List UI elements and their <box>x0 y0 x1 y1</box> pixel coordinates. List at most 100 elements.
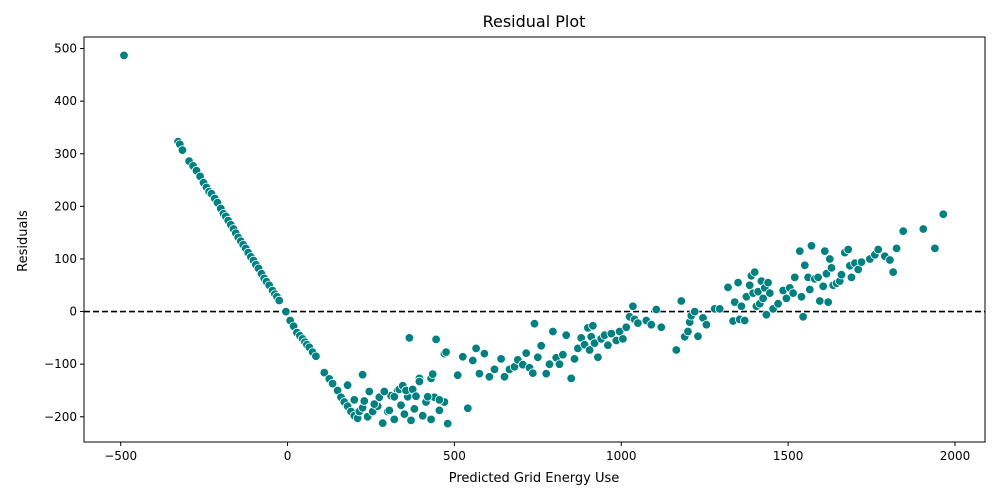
x-tick-label: 2000 <box>940 449 971 463</box>
data-point <box>788 288 798 298</box>
data-point <box>426 414 436 425</box>
data-point <box>836 270 847 280</box>
data-point <box>740 315 750 326</box>
data-point <box>489 364 500 375</box>
data-point <box>521 348 531 358</box>
data-point <box>806 241 817 251</box>
data-point <box>431 334 441 345</box>
data-point <box>750 267 760 277</box>
x-tick-label: 1500 <box>773 449 804 463</box>
x-tick-label: 500 <box>443 449 466 463</box>
data-point <box>441 347 451 357</box>
data-point <box>820 246 830 256</box>
data-point <box>342 380 353 390</box>
data-point <box>856 257 867 267</box>
data-point <box>434 395 445 405</box>
data-point <box>723 282 733 293</box>
data-point <box>411 391 421 401</box>
data-point <box>651 304 662 315</box>
data-point <box>474 368 485 379</box>
data-point <box>357 370 368 380</box>
data-point <box>369 399 380 409</box>
x-axis-title: Predicted Grid Energy Use <box>449 471 620 486</box>
data-point <box>701 320 712 330</box>
data-point <box>311 351 321 362</box>
data-point <box>888 267 898 277</box>
data-point <box>938 209 949 220</box>
data-point <box>790 272 800 283</box>
data-point <box>119 50 129 61</box>
data-point <box>384 405 395 416</box>
data-point <box>603 340 613 350</box>
data-point <box>544 359 555 369</box>
data-point <box>404 333 415 343</box>
y-axis-ticks: −200 −100 0 100 200 300 400 500 <box>44 42 84 424</box>
data-point <box>593 352 603 363</box>
data-point <box>484 372 495 382</box>
data-point <box>930 243 940 254</box>
data-point <box>873 244 883 255</box>
x-tick-label: 1000 <box>606 449 637 463</box>
data-point <box>389 392 400 402</box>
data-point <box>561 330 571 340</box>
y-axis-title: Residuals <box>16 210 31 272</box>
data-point <box>399 409 410 419</box>
data-point <box>428 369 438 379</box>
data-point <box>423 392 433 402</box>
data-point <box>406 415 416 426</box>
plot-area <box>83 36 986 443</box>
data-point <box>536 341 546 351</box>
data-point <box>443 418 453 429</box>
data-point <box>479 348 490 359</box>
data-point <box>846 272 857 283</box>
y-tick-label: 400 <box>54 94 77 108</box>
data-point <box>765 288 775 298</box>
data-point <box>618 334 628 344</box>
data-point <box>885 255 895 265</box>
data-point <box>676 296 687 306</box>
data-point <box>463 403 473 414</box>
chart-title: Residual Plot <box>483 12 586 31</box>
data-point <box>364 386 375 397</box>
x-tick-label: −500 <box>104 449 137 463</box>
data-point <box>349 395 360 405</box>
data-point <box>800 260 810 271</box>
data-point <box>379 386 390 397</box>
data-point <box>584 345 595 355</box>
data-point <box>434 405 445 416</box>
data-point <box>715 304 725 314</box>
data-point <box>628 301 638 312</box>
data-point <box>414 376 425 387</box>
data-point <box>496 354 506 364</box>
data-point <box>274 295 284 306</box>
data-point <box>798 312 808 322</box>
data-point <box>843 244 853 255</box>
data-point <box>319 367 330 378</box>
data-point <box>733 277 743 288</box>
data-point <box>763 277 773 288</box>
data-point <box>683 326 693 337</box>
data-point <box>528 368 538 378</box>
y-tick-label: 500 <box>54 42 77 56</box>
y-tick-label: 200 <box>54 199 77 213</box>
data-point <box>359 396 370 406</box>
data-point <box>730 297 740 307</box>
data-point <box>409 404 420 414</box>
x-axis-ticks: −500 0 500 1000 1500 2000 <box>104 442 970 463</box>
scatter-points <box>119 50 949 429</box>
data-point <box>781 293 792 304</box>
data-point <box>468 355 478 366</box>
data-point <box>646 320 657 330</box>
data-point <box>825 254 835 264</box>
data-point <box>656 322 667 333</box>
data-point <box>671 345 682 355</box>
y-tick-label: 100 <box>54 252 77 266</box>
y-tick-label: −200 <box>44 410 77 424</box>
data-point <box>813 272 823 283</box>
data-point <box>805 284 815 295</box>
data-point <box>458 352 468 362</box>
data-point <box>736 301 747 312</box>
data-point <box>471 343 481 354</box>
data-point <box>918 224 929 234</box>
data-point <box>891 243 902 254</box>
